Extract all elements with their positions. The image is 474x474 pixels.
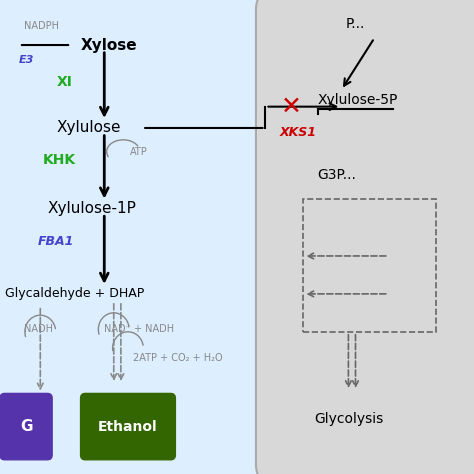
- Text: G3P...: G3P...: [318, 168, 356, 182]
- Text: 2ATP + CO₂ + H₂O: 2ATP + CO₂ + H₂O: [133, 353, 222, 363]
- Text: XI: XI: [57, 75, 73, 90]
- Text: Xylose: Xylose: [81, 37, 137, 53]
- FancyBboxPatch shape: [256, 0, 474, 474]
- Text: NADH: NADH: [24, 324, 53, 335]
- Text: ATP: ATP: [130, 146, 148, 157]
- Text: XKS1: XKS1: [280, 126, 317, 139]
- Text: P...: P...: [346, 17, 365, 31]
- Text: Glycolysis: Glycolysis: [314, 412, 383, 427]
- Text: Xylulose: Xylulose: [57, 120, 121, 136]
- Text: Xylulose-5P: Xylulose-5P: [318, 92, 398, 107]
- Text: Ethanol: Ethanol: [98, 419, 158, 434]
- FancyBboxPatch shape: [0, 0, 284, 474]
- FancyBboxPatch shape: [0, 393, 52, 460]
- Text: FBA1: FBA1: [38, 235, 74, 248]
- Text: NADPH: NADPH: [24, 21, 59, 31]
- FancyBboxPatch shape: [81, 393, 175, 460]
- Text: G: G: [20, 419, 32, 434]
- Text: E3: E3: [19, 55, 34, 65]
- Text: Glycaldehyde + DHAP: Glycaldehyde + DHAP: [5, 287, 144, 301]
- Text: KHK: KHK: [43, 153, 76, 167]
- Text: NAD⁺ + NADH: NAD⁺ + NADH: [104, 324, 174, 335]
- Text: Xylulose-1P: Xylulose-1P: [47, 201, 137, 216]
- Text: ✕: ✕: [281, 95, 301, 118]
